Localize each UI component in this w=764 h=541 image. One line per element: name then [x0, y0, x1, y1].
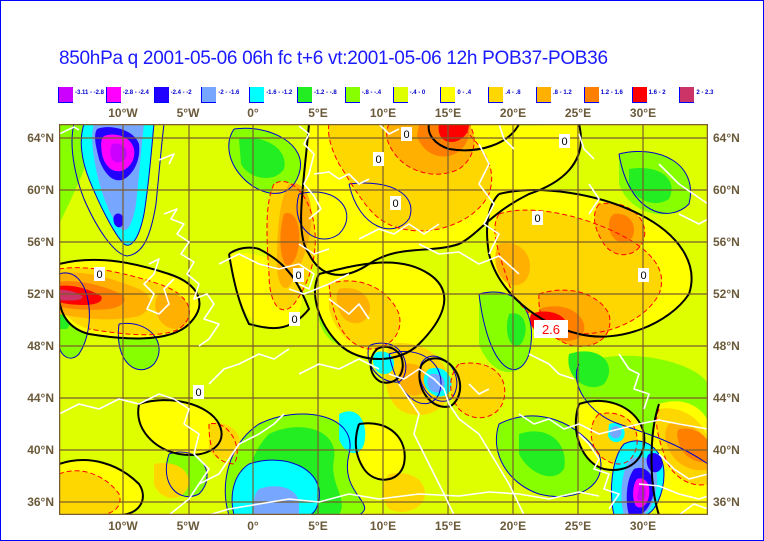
map-border — [59, 124, 708, 515]
legend-label: -2 - -1.6 — [218, 90, 240, 96]
latitude-label: 48°N — [27, 339, 54, 353]
legend-label: 0 - .4 — [457, 90, 472, 96]
legend-swatch — [249, 87, 265, 103]
latitude-label: 44°N — [713, 391, 740, 405]
longitude-label: 20°E — [499, 106, 527, 120]
legend-label: .4 - .8 — [505, 90, 521, 96]
latitude-label: 48°N — [713, 339, 740, 353]
legend-label: 1.2 - 1.6 — [600, 90, 623, 96]
longitude-label: 25°E — [564, 106, 592, 120]
lat-lon-grid — [59, 124, 708, 515]
longitude-label: 10°W — [108, 519, 138, 533]
svg-text:0: 0 — [375, 154, 381, 166]
coastlines — [59, 124, 708, 515]
legend-swatch — [679, 87, 695, 103]
longitude-label: 15°E — [434, 519, 462, 533]
svg-text:0: 0 — [295, 270, 301, 282]
field-maxred-areas — [59, 289, 83, 301]
field-magenta-areas — [101, 134, 650, 508]
latitude-label: 40°N — [713, 443, 740, 457]
longitude-label: 0° — [247, 106, 259, 120]
latitude-label: 44°N — [27, 391, 54, 405]
longitude-label: 10°E — [369, 106, 397, 120]
negative-contours — [59, 124, 708, 515]
longitude-label: 0° — [247, 519, 259, 533]
latitude-label: 40°N — [27, 443, 54, 457]
latitude-label: 52°N — [713, 287, 740, 301]
longitude-label: 15°E — [434, 106, 462, 120]
latitude-label: 60°N — [713, 183, 740, 197]
zero-label: 0 — [373, 152, 384, 166]
legend-label: -1.6 - -1.2 — [266, 90, 293, 96]
legend-label: -2.4 - -2 — [170, 90, 192, 96]
legend-label: -.4 - 0 — [409, 90, 426, 96]
longitude-label: 5°E — [308, 106, 328, 120]
longitude-label: 5°E — [308, 519, 328, 533]
longitude-label: 30°E — [629, 106, 657, 120]
zero-contour-labels: 0 0 0 0 0 0 0 0 0 0 — [94, 127, 649, 399]
svg-text:0: 0 — [534, 213, 540, 225]
svg-text:0: 0 — [291, 314, 297, 326]
legend-swatch — [344, 87, 360, 103]
zero-label: 0 — [94, 267, 105, 281]
zero-label: 0 — [293, 268, 304, 282]
legend-swatch — [440, 87, 456, 103]
svg-text:2.6: 2.6 — [542, 322, 560, 337]
legend-swatch — [392, 87, 408, 103]
positive-contours — [59, 124, 708, 515]
legend-swatch — [488, 87, 504, 103]
svg-text:0: 0 — [640, 270, 646, 282]
svg-text:0: 0 — [195, 387, 201, 399]
legend-label: 1.6 - 2 — [648, 90, 666, 96]
svg-text:0: 0 — [392, 198, 398, 210]
zero-label: 0 — [638, 268, 649, 282]
legend-label: -1.2 - -.8 — [314, 90, 337, 96]
legend-swatch — [58, 87, 73, 103]
legend-label: -.8 - -.4 — [361, 90, 382, 96]
humidity-difference-map: 0 0 0 0 0 0 0 0 0 0 2.6 — [59, 124, 708, 515]
legend-swatch — [201, 87, 217, 103]
svg-text:0: 0 — [561, 136, 567, 148]
zero-label: 0 — [289, 312, 300, 326]
latitude-label: 52°N — [27, 287, 54, 301]
longitude-label: 20°E — [499, 519, 527, 533]
longitude-label: 5°W — [176, 106, 200, 120]
latitude-label: 64°N — [713, 131, 740, 145]
legend-label: -3.11 - -2.8 — [75, 90, 105, 96]
legend-swatch — [105, 87, 121, 103]
latitude-label: 36°N — [713, 495, 740, 509]
zero-label: 0 — [390, 196, 401, 210]
longitude-label: 10°E — [369, 519, 397, 533]
legend-swatch — [536, 87, 551, 103]
longitude-label: 25°E — [564, 519, 592, 533]
longitude-label: 10°W — [108, 106, 138, 120]
legend-swatch — [631, 87, 647, 103]
svg-text:0: 0 — [403, 129, 409, 141]
svg-text:0: 0 — [96, 269, 102, 281]
legend-label: 2 - 2.3 — [696, 90, 714, 96]
legend-swatch — [297, 87, 312, 103]
zero-label: 0 — [401, 127, 412, 141]
legend-label: .8 - 1.2 — [553, 90, 572, 96]
latitude-label: 36°N — [27, 495, 54, 509]
legend-label: -2.8 - -2.4 — [122, 90, 149, 96]
latitude-label: 56°N — [27, 235, 54, 249]
latitude-label: 64°N — [27, 131, 54, 145]
legend-swatch — [583, 87, 599, 103]
maximum-value-label: 2.6 — [534, 320, 568, 338]
longitude-label: 30°E — [629, 519, 657, 533]
map-title: 850hPa q 2001-05-06 06h fc t+6 vt:2001-0… — [59, 48, 608, 69]
legend-swatch — [153, 87, 169, 103]
zero-label: 0 — [193, 385, 204, 399]
latitude-label: 56°N — [713, 235, 740, 249]
zero-label: 0 — [559, 134, 570, 148]
latitude-label: 60°N — [27, 183, 54, 197]
longitude-label: 5°W — [176, 519, 200, 533]
zero-label: 0 — [532, 211, 543, 225]
